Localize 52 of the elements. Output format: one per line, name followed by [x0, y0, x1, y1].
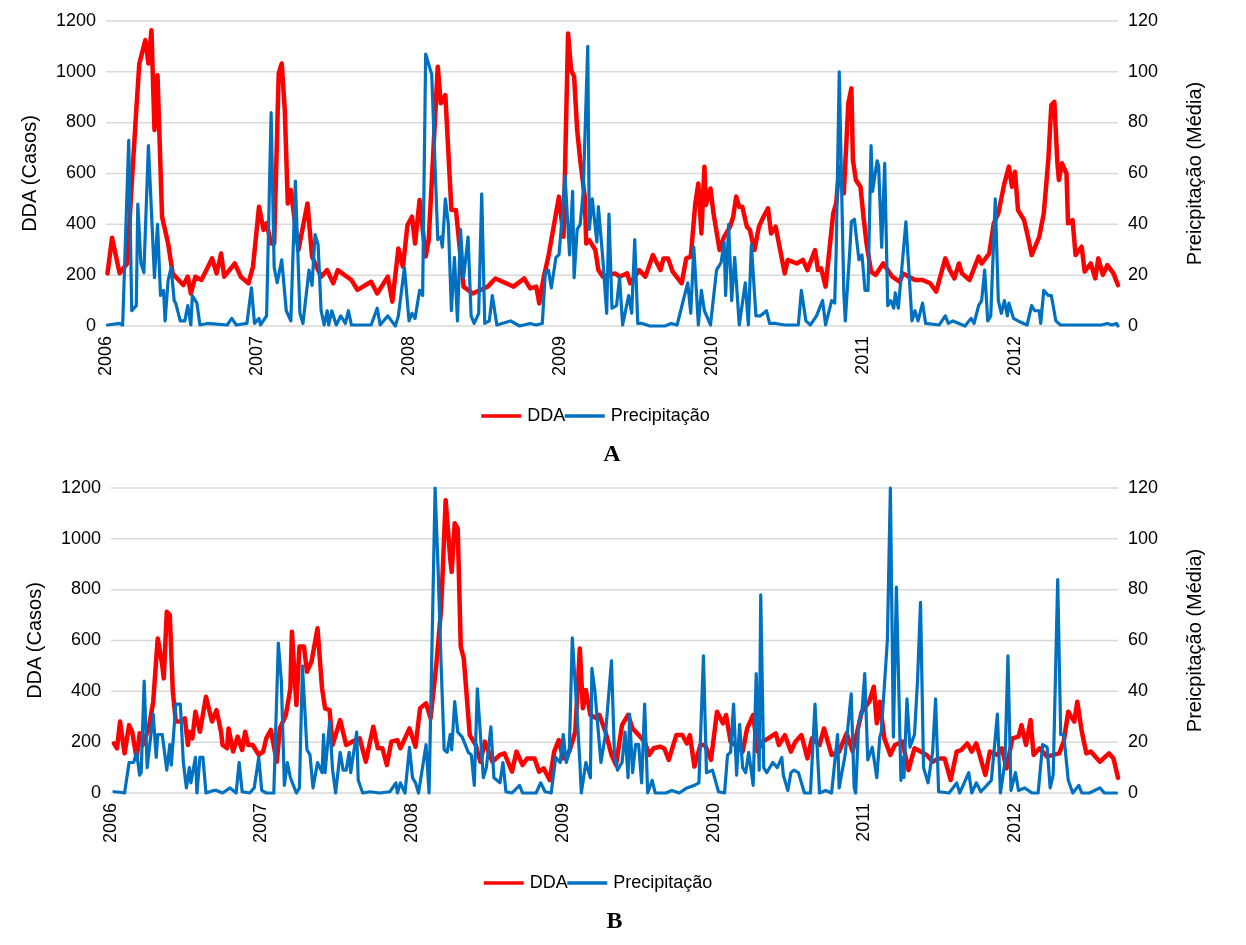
y-tick-label: 800	[65, 111, 96, 132]
x-tick-label: 2006	[99, 803, 120, 844]
x-tick-label: 2006	[94, 336, 115, 377]
y2-tick-label: 40	[1128, 213, 1149, 234]
y-tick-label: 200	[70, 730, 101, 751]
y-axis-title: DDA (Casos)	[18, 115, 41, 232]
x-tick-label: 2007	[250, 803, 271, 844]
y2-tick-label: 20	[1128, 263, 1149, 284]
y2-tick-label: 120	[1128, 476, 1159, 497]
y2-tick-label: 20	[1128, 730, 1149, 751]
x-tick-label: 2010	[702, 803, 723, 844]
text: B	[606, 907, 623, 933]
x-tick-label: 2011	[852, 336, 873, 375]
x-tick-label: 2012	[1004, 803, 1025, 844]
y-tick-label: 400	[70, 680, 101, 701]
y2-tick-label: 40	[1128, 680, 1149, 701]
x-tick-label: 2010	[700, 336, 721, 377]
y-tick-label: 0	[85, 314, 96, 335]
y-tick-label: 200	[65, 263, 96, 284]
y2-tick-label: 0	[1128, 314, 1139, 335]
legend-label: DDA	[527, 404, 566, 425]
y2-tick-label: 100	[1128, 60, 1159, 81]
y-tick-label: 600	[70, 629, 101, 650]
x-tick-label: 2009	[552, 803, 572, 844]
y-tick-label: 1200	[55, 9, 96, 30]
y-axis-title: DDA (Casos)	[23, 582, 46, 699]
x-tick-label: 2009	[549, 336, 570, 377]
legend-label: DDA	[529, 871, 568, 892]
y-tick-label: 600	[65, 162, 96, 183]
y2-axis-title: Preicpitação (Média)	[1183, 548, 1206, 733]
y2-tick-label: 80	[1128, 578, 1149, 599]
y-tick-label: 1000	[60, 527, 101, 548]
y-tick-label: 800	[70, 578, 101, 599]
y2-tick-label: 60	[1128, 162, 1149, 183]
legend-label: Precipitação	[610, 404, 710, 425]
x-tick-label: 2011	[853, 803, 874, 842]
y2-tick-label: 60	[1128, 629, 1149, 650]
y2-tick-label: 0	[1128, 781, 1139, 802]
y2-tick-label: 120	[1128, 9, 1159, 30]
y2-tick-label: 80	[1128, 111, 1149, 132]
y2-tick-label: 100	[1128, 527, 1159, 548]
y-tick-label: 400	[65, 213, 96, 234]
x-tick-label: 2012	[1003, 336, 1024, 377]
x-tick-label: 2007	[246, 336, 267, 377]
y2-axis-title: Preicpitação (Média)	[1183, 81, 1206, 266]
y-tick-label: 0	[90, 781, 101, 802]
text: A	[603, 440, 622, 466]
legend-label: Precipitação	[613, 871, 713, 892]
x-tick-label: 2008	[397, 336, 418, 377]
y-tick-label: 1000	[55, 60, 96, 81]
x-tick-label: 2008	[401, 803, 422, 844]
y-tick-label: 1200	[60, 476, 101, 497]
